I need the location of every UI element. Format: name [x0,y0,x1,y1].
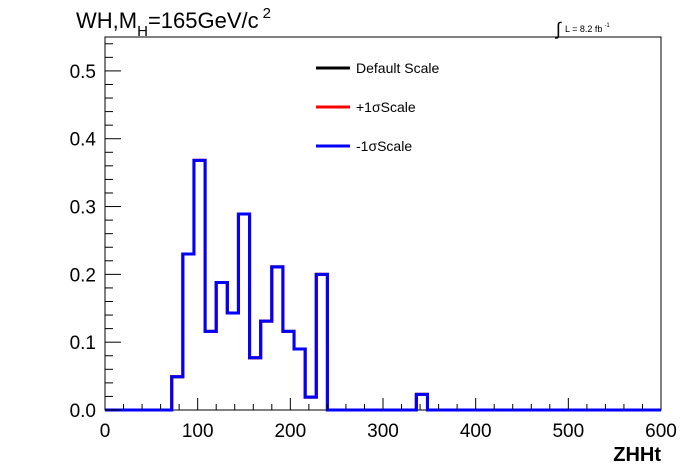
series-line-0 [105,158,661,412]
x-tick-label: 400 [460,421,492,442]
luminosity-text: L = 8.2 fb [564,24,603,34]
integral-symbol: ∫ [556,19,561,39]
series-layer [105,158,661,412]
legend-label-2: -1σScale [356,138,412,154]
plot-frame [104,36,662,411]
chart-title-superscript: 2 [262,5,271,22]
luminosity-superscript: -1 [604,23,610,29]
luminosity-label: ∫ L = 8.2 fb -1 [556,16,610,39]
x-tick-label: 100 [182,421,214,442]
x-tick-label: 600 [645,421,677,442]
legend-label-0: Default Scale [356,60,439,76]
y-tick-label: 0.1 [70,333,96,354]
y-tick-label: 0.3 [70,198,96,219]
legend: Default Scale +1σScale -1σScale [316,60,439,154]
chart-title: WH,MH=165GeV/c 2 [76,5,271,40]
axes-layer: 0 100 200 300 400 500 600 0.0 0.1 0.2 0.3 0.4 0.5 ZHH… [70,43,677,466]
series-line-2 [105,158,661,412]
x-axis-label: ZHHt [613,444,661,466]
legend-label-1: +1σScale [356,99,416,115]
x-tick-label: 500 [552,421,584,442]
y-tick-label: 0.2 [70,265,96,286]
x-tick-label: 0 [100,421,111,442]
x-tick-label: 300 [367,421,399,442]
y-tick-label: 0.0 [70,401,96,422]
chart-title-rest: =165GeV/c [147,8,259,33]
chart-title-subscript: H [137,23,148,40]
y-tick-label: 0.5 [70,62,96,83]
chart-title-main: WH,M [76,8,138,33]
y-tick-label: 0.4 [70,130,97,151]
series-line-1 [105,158,661,412]
x-tick-label: 200 [274,421,306,442]
